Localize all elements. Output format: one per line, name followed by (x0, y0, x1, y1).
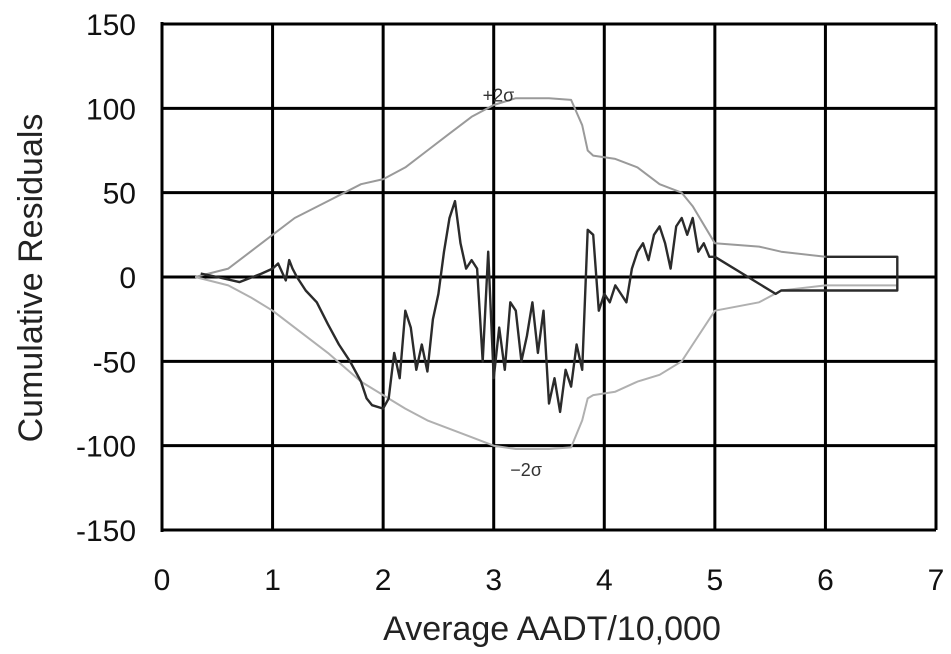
y-tick-label: -50 (93, 346, 136, 379)
x-tick-label: 3 (485, 564, 502, 597)
x-tick-label: 4 (596, 564, 613, 597)
x-tick-label: 1 (264, 564, 281, 597)
tick-labels: 0 1 2 3 4 5 6 7 150 100 50 0 -50 -100 -150 (76, 9, 944, 597)
grid-layer (160, 22, 938, 532)
y-tick-label: -150 (76, 515, 136, 548)
x-tick-label: 6 (817, 564, 834, 597)
y-axis-title: Cumulative Residuals (12, 114, 50, 443)
series-line-lower (194, 276, 898, 450)
y-tick-label: 0 (119, 262, 136, 295)
y-tick-label: 100 (86, 93, 136, 126)
y-tick-label: 150 (86, 9, 136, 42)
series-line-upper (194, 97, 898, 278)
x-axis-title: Average AADT/10,000 (383, 610, 721, 648)
annotations: +2σ −2σ (483, 86, 542, 480)
annotation-label: +2σ (483, 86, 515, 106)
x-tick-label: 2 (375, 564, 392, 597)
x-tick-label: 0 (154, 564, 171, 597)
series-line-residuals (200, 199, 899, 414)
annotation-label: −2σ (510, 460, 542, 480)
x-tick-label: 7 (928, 564, 945, 597)
series-layer (194, 97, 899, 450)
y-tick-label: 50 (103, 178, 136, 211)
y-tick-label: -100 (76, 431, 136, 464)
x-tick-label: 5 (707, 564, 724, 597)
